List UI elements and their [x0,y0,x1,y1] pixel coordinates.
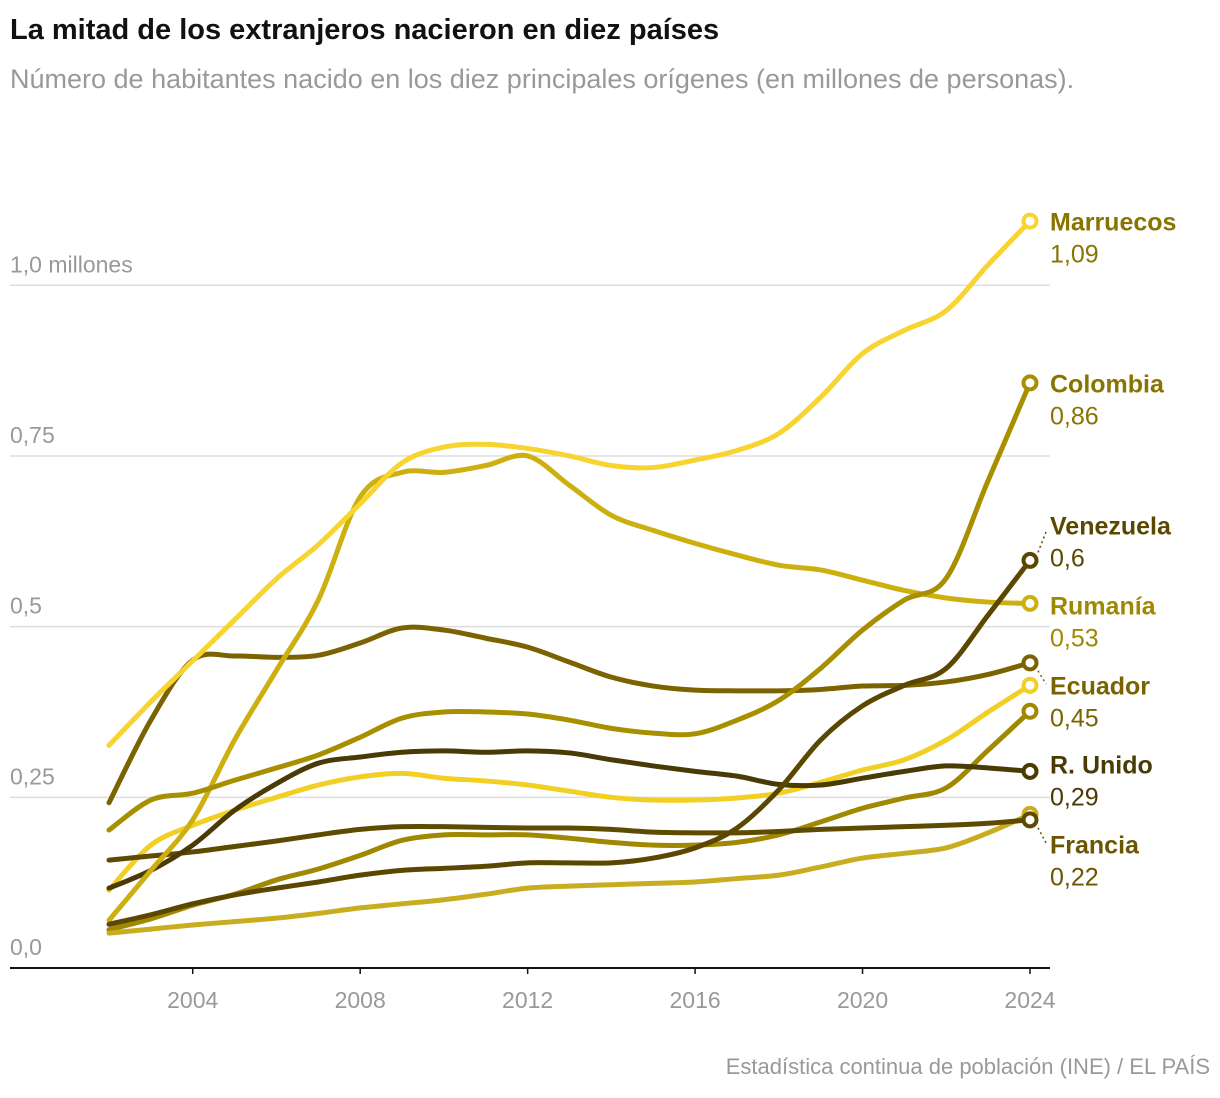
series-label: Francia [1050,832,1140,860]
series-line [106,218,1033,748]
chart-title: La mitad de los extranjeros nacieron en … [10,14,720,46]
end-point [1021,702,1039,720]
data-label: 0,86 [1050,403,1099,431]
x-tick-label: 2012 [502,987,553,1013]
series-label: Ecuador [1050,673,1150,701]
x-tick-label: 2004 [167,987,218,1013]
end-point [1021,811,1039,829]
series-line [106,682,1033,893]
y-tick-label: 0,25 [10,763,55,789]
data-label: 1,09 [1050,241,1099,269]
chart-subtitle: Número de habitantes nacido en los diez … [10,64,1075,94]
label-connector [1037,827,1047,844]
y-tick-label: 0,5 [10,593,42,619]
end-point [1021,762,1039,780]
end-point [1021,594,1039,612]
data-label: 0,6 [1050,545,1085,573]
data-label: 0,22 [1050,864,1099,892]
end-point [1021,212,1039,230]
label-connector [1037,531,1047,553]
data-label: 0,45 [1050,705,1099,733]
series-label: R. Unido [1050,752,1153,780]
series-label: Venezuela [1050,513,1172,541]
end-point [1021,551,1039,569]
data-label: 0,29 [1050,784,1099,812]
end-point [1021,374,1039,392]
series-label: Rumanía [1050,593,1157,621]
label-connector [1037,670,1047,685]
y-tick-label: 1,0 millones [10,251,133,277]
x-tick-label: 2020 [837,987,888,1013]
series-line [106,452,1033,923]
series-line [106,624,1033,806]
x-tick-label: 2024 [1004,987,1055,1013]
series-line [106,817,1033,863]
data-label: 0,53 [1050,625,1099,653]
source: Estadística continua de población (INE) … [725,1054,1210,1079]
series-line [106,557,1033,927]
series-label: Marruecos [1050,209,1176,237]
x-tick-label: 2016 [670,987,721,1013]
y-tick-label: 0,75 [10,422,55,448]
series-line [106,811,1033,936]
series-line [106,748,1033,891]
end-point [1021,676,1039,694]
x-tick-label: 2008 [335,987,386,1013]
series-line [106,708,1033,933]
y-tick-label: 0,0 [10,934,42,960]
series-label: Colombia [1050,371,1165,399]
series-line [106,380,1033,833]
end-point [1021,654,1039,672]
